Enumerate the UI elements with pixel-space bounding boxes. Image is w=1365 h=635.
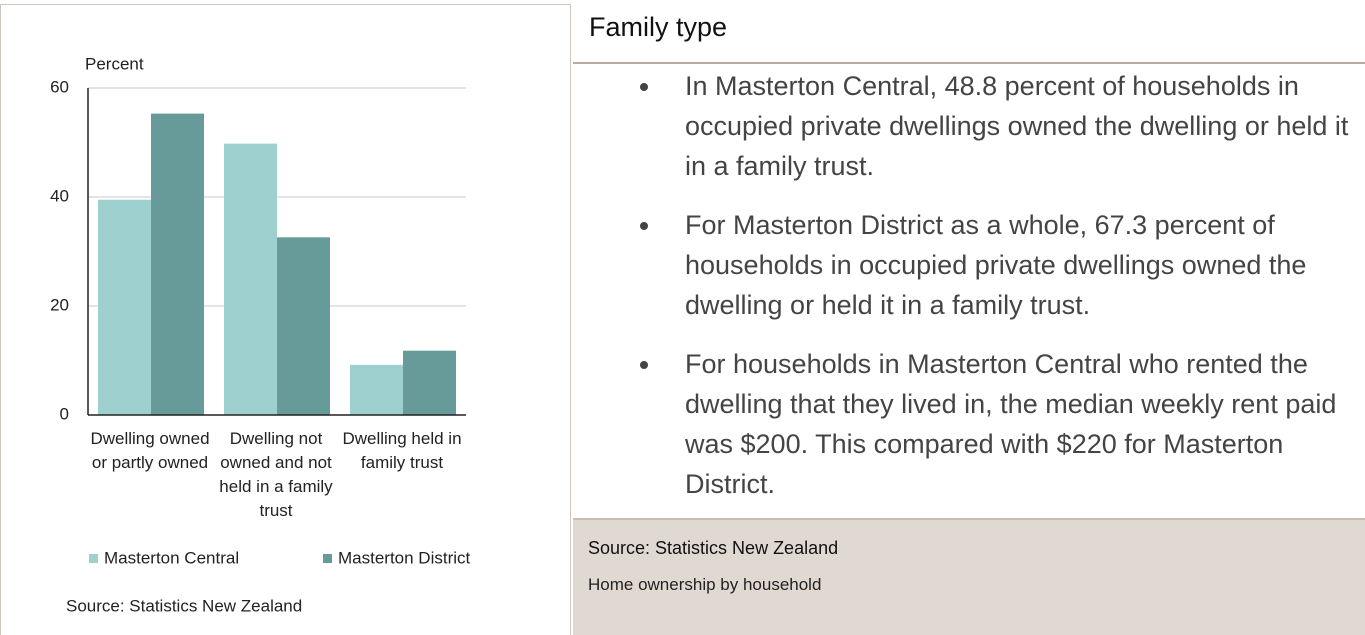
bullet: In Masterton Central, 48.8 percent of ho…: [640, 66, 1365, 186]
bullet-list: In Masterton Central, 48.8 percent of ho…: [573, 66, 1365, 523]
legend-label: Masterton Central: [104, 548, 239, 567]
text-panel: Family type In Masterton Central, 48.8 p…: [573, 0, 1365, 635]
y-tick-label: 40: [50, 186, 69, 205]
bar: [224, 143, 277, 415]
bar: [350, 364, 403, 415]
x-tick-label: Dwelling not owned and not held in a fam…: [219, 429, 333, 520]
bar: [98, 199, 151, 415]
x-tick-label: Dwelling owned or partly owned: [90, 429, 210, 472]
chart-panel: Percent Source: Statistics New Zealand 0…: [0, 4, 571, 635]
y-tick-label: 20: [50, 295, 69, 314]
bullet: For households in Masterton Central who …: [640, 344, 1365, 504]
panel-title: Family type: [589, 12, 728, 42]
bar: [151, 113, 204, 416]
footer-caption: Home ownership by household: [588, 575, 822, 594]
y-tick-label: 0: [60, 404, 69, 423]
bullet: For Masterton District as a whole, 67.3 …: [640, 205, 1365, 325]
footer-source: Source: Statistics New Zealand: [588, 538, 839, 558]
bar: [403, 350, 456, 415]
chart: Percent Source: Statistics New Zealand 0…: [50, 54, 471, 615]
legend-swatch: [89, 554, 98, 563]
divider: [573, 62, 1365, 64]
legend-label: Masterton District: [338, 548, 471, 567]
footer: Source: Statistics New Zealand Home owne…: [573, 518, 1365, 635]
y-axis-label: Percent: [85, 54, 144, 73]
x-tick-label: Dwelling held in family trust: [342, 429, 462, 472]
legend-swatch: [323, 554, 332, 563]
bar: [277, 237, 330, 415]
y-tick-label: 60: [50, 77, 69, 96]
chart-source: Source: Statistics New Zealand: [66, 596, 302, 615]
